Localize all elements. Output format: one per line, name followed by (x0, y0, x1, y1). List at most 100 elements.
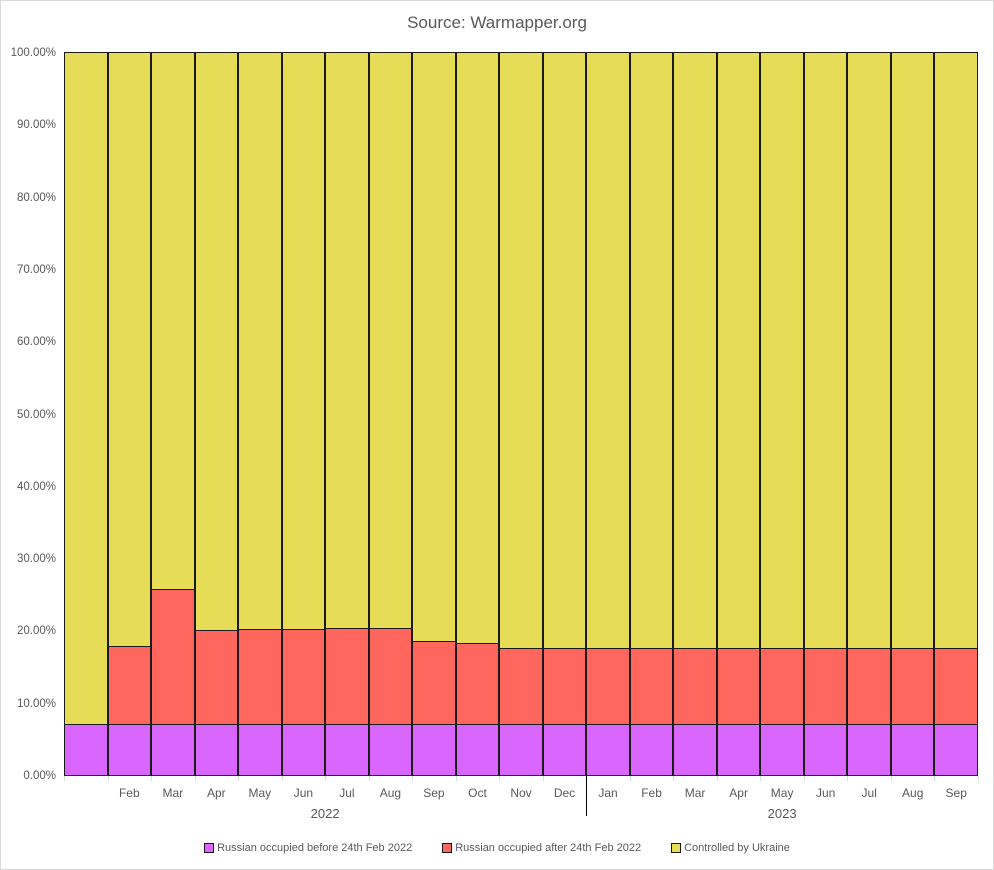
x-tick-label: Jul (339, 786, 355, 800)
bar-segment (499, 52, 543, 650)
bar-segment (803, 648, 848, 726)
bar-stack (499, 52, 543, 776)
bar-segment (412, 724, 456, 776)
x-tick-label: Mar (162, 786, 184, 800)
bar-segment (890, 52, 935, 650)
x-tick-mark (629, 776, 631, 781)
bar-segment (673, 52, 717, 650)
bar-segment (194, 52, 239, 631)
bar-segment (368, 627, 413, 726)
bar-stack (542, 52, 587, 776)
x-tick-mark (978, 776, 979, 781)
legend-label: Russian occupied after 24th Feb 2022 (455, 842, 642, 854)
bar-segment (238, 52, 282, 630)
x-group-label: 2023 (767, 806, 797, 821)
bar-segment (368, 724, 413, 776)
bar-segment (325, 52, 369, 630)
y-tick-label: 80.00% (16, 191, 56, 204)
bar-segment (629, 724, 674, 776)
x-tick-mark (455, 776, 457, 781)
bar-stack (325, 52, 369, 776)
bar-segment (890, 724, 935, 776)
x-tick-label: Aug (379, 786, 402, 800)
x-tick-label: Jun (815, 786, 836, 800)
x-tick-mark (890, 776, 892, 781)
bar-stack (368, 52, 413, 776)
x-tick-mark (325, 776, 327, 781)
bar-segment (64, 52, 108, 726)
bar-stack (760, 52, 804, 776)
bar-segment (281, 52, 326, 630)
bar-segment (760, 52, 804, 650)
bar-segment (412, 640, 456, 726)
bar-stack (890, 52, 935, 776)
bar-segment (107, 724, 152, 776)
x-tick-label: Apr (729, 786, 748, 800)
x-tick-label: Jun (293, 786, 314, 800)
x-tick-mark (542, 776, 544, 781)
y-tick-label: 20.00% (16, 625, 56, 638)
bar-segment (934, 648, 978, 726)
legend-swatch-icon (442, 843, 453, 853)
bar-segment (847, 724, 891, 776)
bar-segment (716, 724, 761, 776)
x-tick-label: Feb (641, 786, 662, 800)
y-tick-label: 10.00% (16, 697, 56, 710)
bar-segment (238, 724, 282, 776)
bar-segment (151, 52, 195, 591)
bar-segment (325, 628, 369, 726)
x-tick-label: Jan (598, 786, 618, 800)
x-tick-label: Mar (684, 786, 706, 800)
bar-stack (586, 52, 630, 776)
bar-segment (499, 724, 543, 776)
bar-segment (803, 724, 848, 776)
x-tick-label: May (770, 786, 794, 800)
bar-stack (934, 52, 978, 776)
plot-area (64, 52, 978, 776)
bar-segment (107, 646, 152, 726)
bar-segment (281, 628, 326, 726)
bar-segment (194, 629, 239, 726)
x-tick-mark (368, 776, 370, 781)
bar-stack (412, 52, 456, 776)
bar-segment (760, 724, 804, 776)
x-tick-mark (673, 776, 675, 781)
legend-item: Russian occupied after 24th Feb 2022 (442, 842, 641, 854)
x-group-label: 2022 (310, 806, 340, 821)
x-tick-label: Apr (206, 786, 226, 800)
x-tick-mark (499, 776, 501, 781)
bar-stack (238, 52, 282, 776)
year-divider (586, 776, 587, 816)
x-tick-label: May (248, 786, 272, 800)
x-tick-label: Oct (468, 786, 487, 800)
bar-segment (586, 648, 630, 726)
y-tick-label: 30.00% (16, 553, 56, 566)
bar-segment (412, 52, 456, 642)
legend-item: Controlled by Ukraine (671, 842, 790, 854)
legend: Russian occupied before 24th Feb 2022 Rus… (0, 842, 994, 854)
bar-segment (281, 724, 326, 776)
bar-segment (934, 52, 978, 650)
legend-label: Russian occupied before 24th Feb 2022 (217, 842, 413, 854)
bar-stack (107, 52, 152, 776)
x-tick-mark (151, 776, 153, 781)
x-tick-label: Aug (902, 786, 924, 800)
bar-segment (890, 648, 935, 726)
x-tick-label: Jul (861, 786, 877, 800)
bar-segment (64, 724, 108, 776)
bar-segment (325, 724, 369, 776)
bar-segment (847, 52, 891, 650)
bar-stack (281, 52, 326, 776)
x-tick-mark (847, 776, 849, 781)
bar-segment (934, 724, 978, 776)
bar-segment (673, 648, 717, 726)
y-tick-label: 90.00% (16, 119, 56, 132)
bar-segment (194, 724, 239, 776)
bar-segment (673, 724, 717, 776)
bar-stack (847, 52, 891, 776)
bar-segment (542, 724, 587, 776)
bar-stack (716, 52, 761, 776)
legend-swatch-icon (204, 843, 215, 853)
bar-stack (673, 52, 717, 776)
x-tick-mark (803, 776, 805, 781)
